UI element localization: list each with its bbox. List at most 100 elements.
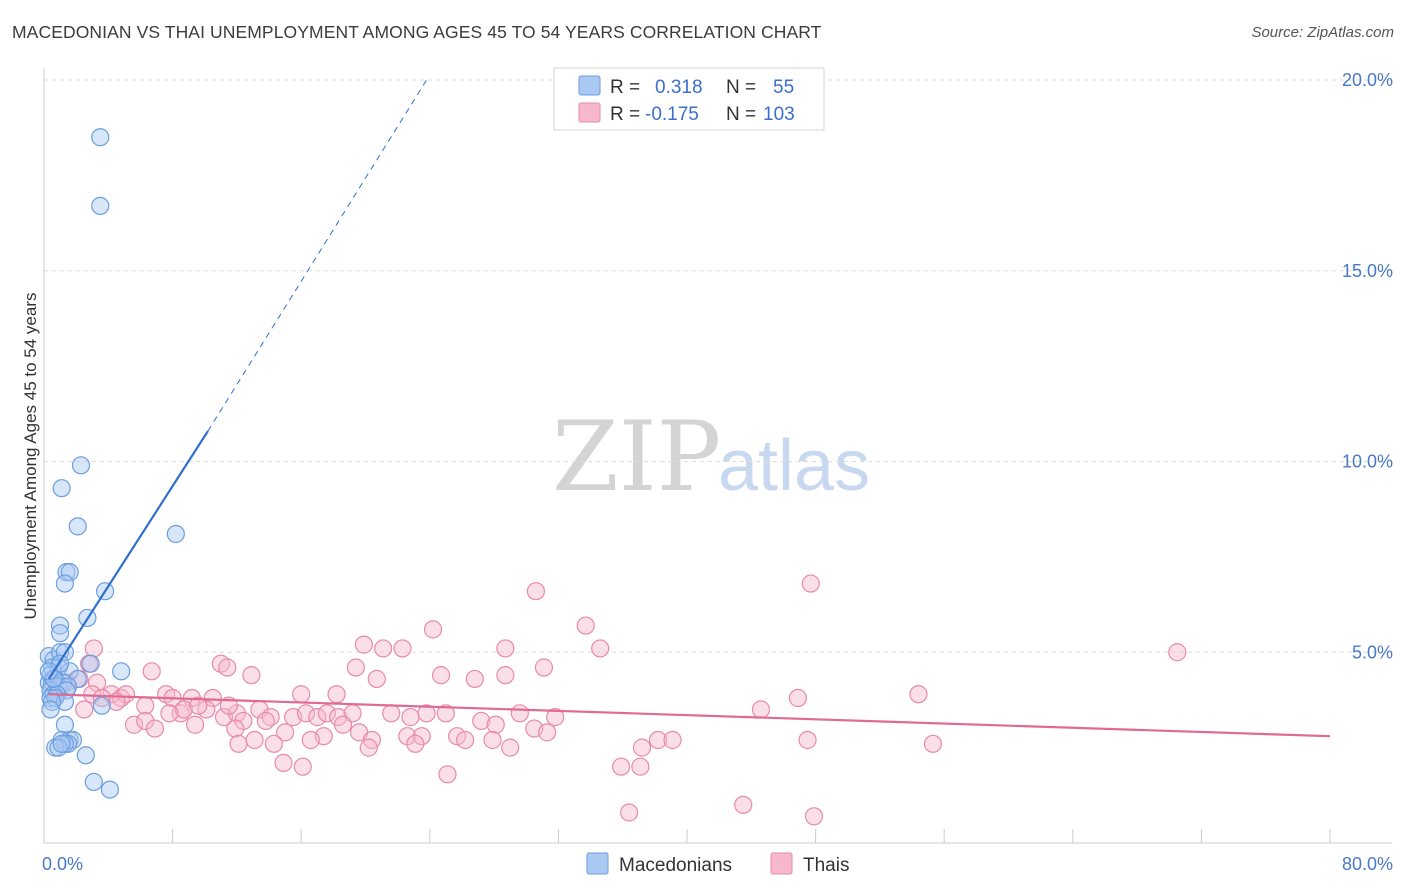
legend-n-value-macedonians: 55 [773,77,794,98]
macedonians-point [112,662,131,681]
thais-point [327,685,346,704]
source-credit: Source: ZipAtlas.com [1251,24,1394,41]
thais-point [788,688,808,708]
thais-point [496,666,515,685]
thais-point [591,639,610,658]
thais-point [174,700,193,719]
legend-r-value-macedonians: 0.318 [655,77,703,98]
chart-title: MACEDONIAN VS THAI UNEMPLOYMENT AMONG AG… [12,22,822,42]
macedonians-point [71,456,91,475]
thais-point [293,757,312,776]
thais-point [142,662,161,681]
thais-point [186,715,205,734]
thais-point [245,730,264,750]
thais-point [438,765,457,784]
thais-point [218,658,237,677]
macedonians-point [84,772,103,792]
thais-point [620,803,639,822]
thais-point [401,708,420,727]
thais-point [84,639,103,658]
bottom-legend-swatch-macedonians [586,852,609,875]
thais-point [412,727,431,746]
macedonians-point [100,780,120,799]
y-axis-label: Unemployment Among Ages 45 to 54 years [21,293,40,620]
thais-point [242,666,261,685]
thais-point [354,635,373,654]
macedonians-point [55,574,74,593]
thais-point [648,730,668,750]
x-tick-label: 80.0% [1342,854,1393,874]
thais-point [751,700,771,719]
macedonians-point [92,696,111,715]
thais-point [229,734,248,753]
macedonians-trend-extension [207,79,428,432]
thais-point [526,582,545,601]
thais-point [496,639,515,658]
thais-point [436,704,455,723]
legend: R = 0.318 N = 55 R = -0.175 N = 103 [553,67,825,131]
thais-point [631,757,650,776]
thais-point [301,730,320,750]
thais-point [256,711,275,731]
thais-point [136,696,155,715]
thais-point [124,715,144,734]
thais-point [393,639,412,658]
thais-point [417,704,436,723]
thais-point [333,715,353,734]
macedonians-point [39,662,58,681]
macedonians-trend-line [47,430,209,680]
macedonians-point [52,479,71,498]
y-tick-label: 5.0% [1352,642,1393,662]
thais-point [611,757,631,776]
thais-point [116,685,136,704]
macedonians-point [91,196,110,215]
thais-point [75,700,94,719]
thais-point [406,734,425,753]
grid-lines [44,79,1392,653]
x-tick-label: 0.0% [42,854,83,874]
y-tick-label: 20.0% [1342,70,1393,90]
legend-r-value-thais: -0.175 [645,104,699,125]
tick-labels: 5.0% 10.0% 15.0% 20.0% 0.0% 80.0% [42,70,1393,874]
thais-point [909,685,928,704]
thais-point [264,734,283,753]
macedonians-point [81,654,100,673]
legend-swatch-macedonians [578,75,601,96]
legend-r-label: R = [610,77,640,98]
macedonians-point [76,746,95,765]
thais-point [576,616,595,635]
macedonians-point [60,563,79,582]
legend-n-label: N = [726,104,756,125]
thais-point [465,669,484,689]
thais-point [472,711,491,731]
thais-point [219,696,238,715]
thais-point [1168,643,1187,662]
thais-point [801,574,820,593]
thais-point [483,730,502,750]
thais-trend-line [48,693,1331,738]
thais-point [798,730,817,750]
thais-point [804,807,824,826]
thais-point [546,708,565,727]
bottom-legend: Macedonians Thais [586,852,849,876]
thais-point [501,738,520,757]
thais-point [538,723,557,742]
legend-swatch-thais [578,102,601,123]
watermark-zip: ZIP [552,401,721,513]
thais-point [292,685,311,704]
thais-point [276,723,295,742]
thais-point [382,704,401,723]
thais-point [632,738,652,757]
macedonians-point [50,624,70,643]
macedonians-point [166,524,185,544]
bottom-legend-label-thais: Thais [803,855,849,876]
thais-point [431,666,451,685]
macedonians-point [50,616,70,635]
thais-point [663,730,682,750]
legend-n-label: N = [726,77,756,98]
macedonians-point [52,734,71,753]
thais-point [274,753,293,772]
bottom-legend-label-macedonians: Macedonians [619,855,732,876]
thais-point [92,688,111,708]
y-tick-label: 15.0% [1342,261,1393,281]
